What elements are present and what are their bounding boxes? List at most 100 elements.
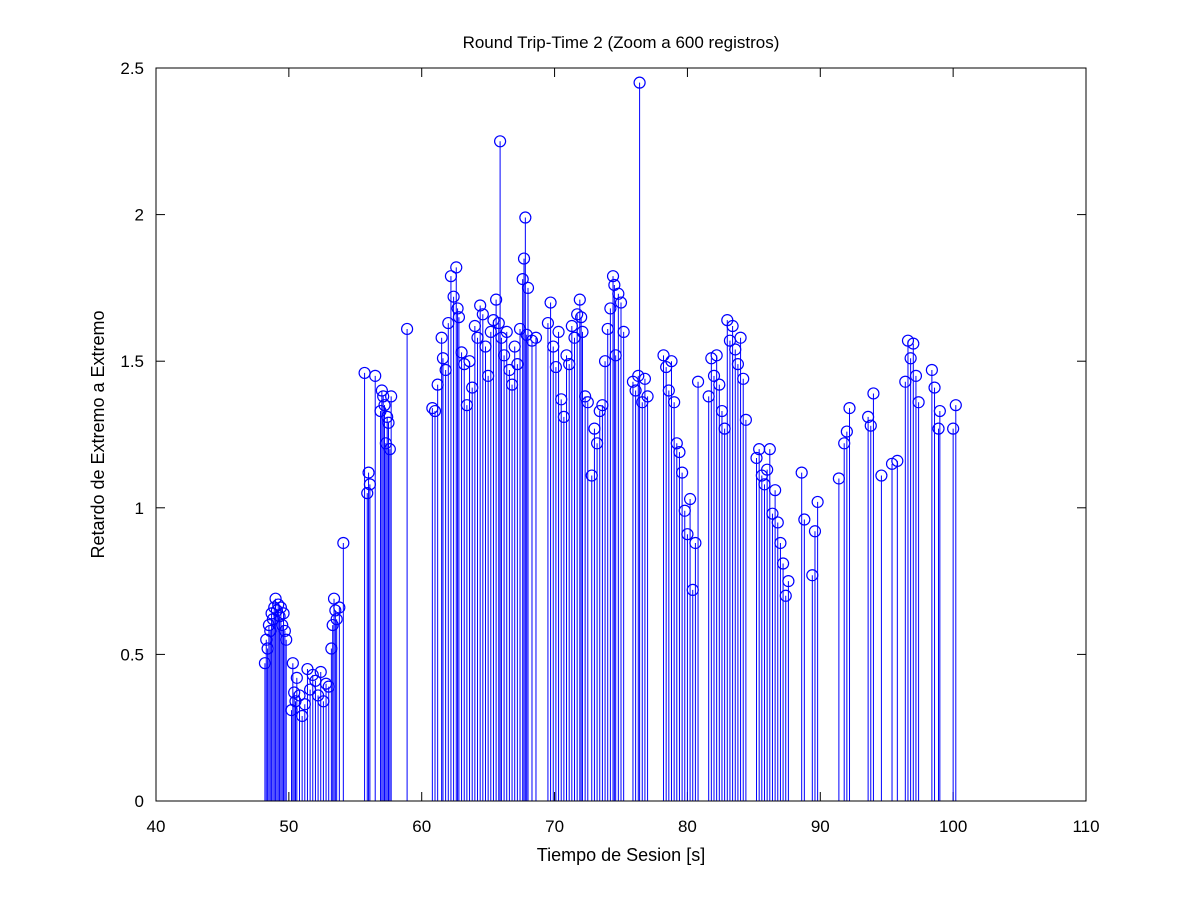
stem-marker — [665, 355, 678, 368]
stem-marker — [632, 369, 645, 382]
stem-marker — [494, 135, 507, 148]
stem-marker — [576, 325, 589, 338]
stem-marker — [455, 346, 468, 359]
stem-marker — [474, 299, 487, 312]
stem-marker — [782, 574, 795, 588]
stem-marker — [529, 331, 543, 344]
stem-marker — [932, 422, 945, 435]
stem-marker — [519, 211, 532, 224]
stem-marker — [571, 308, 584, 321]
stem-marker — [377, 390, 390, 403]
stem-marker — [691, 375, 705, 388]
stem-marker — [676, 466, 689, 479]
stem-marker — [280, 633, 293, 646]
stem-marker — [286, 657, 299, 670]
stem-marker — [710, 349, 723, 362]
stem-marker — [378, 399, 391, 412]
stem-marker — [629, 384, 642, 397]
stem-marker — [779, 589, 792, 602]
stem-marker — [314, 665, 327, 679]
stem-marker — [734, 331, 747, 344]
stem-series — [258, 76, 962, 801]
chart-title: Round Trip-Time 2 (Zoom a 600 registros) — [463, 33, 780, 52]
stem-marker — [614, 296, 628, 309]
stem-marker — [333, 601, 346, 614]
stem-marker — [269, 592, 282, 605]
stem-marker — [776, 557, 790, 570]
stem-marker — [447, 290, 460, 303]
stem-marker — [612, 287, 625, 300]
stem-marker — [689, 536, 702, 550]
stem-marker — [638, 372, 652, 385]
stem-marker — [369, 369, 382, 382]
stem-marker — [270, 604, 283, 617]
y-tick-label: 1 — [135, 499, 144, 518]
plot-frame — [155, 67, 1087, 802]
x-tick-label: 100 — [939, 817, 967, 836]
stem-marker — [864, 419, 877, 432]
stem-marker — [633, 76, 646, 89]
stem-marker — [933, 404, 946, 418]
stem-marker — [330, 613, 343, 626]
stem-marker — [662, 384, 675, 397]
stem-marker — [925, 363, 938, 377]
stem-marker — [278, 624, 291, 638]
stem-marker — [891, 454, 904, 467]
x-axis-label: Tiempo de Sesion [s] — [537, 845, 705, 865]
stem-marker — [435, 331, 448, 344]
stem-marker — [737, 372, 750, 385]
y-tick-label: 2.5 — [120, 59, 144, 78]
stem-marker — [272, 598, 285, 611]
stem-marker — [707, 369, 721, 382]
stem-marker — [517, 252, 531, 265]
x-tick-label: 60 — [412, 817, 431, 836]
stem-marker — [739, 413, 752, 426]
stem-marker — [375, 384, 388, 397]
stem-marker — [668, 396, 681, 409]
stem-marker — [731, 358, 745, 371]
stem-marker — [761, 463, 774, 476]
stem-marker — [904, 352, 917, 365]
stem-marker — [276, 618, 289, 632]
stem-marker — [581, 396, 594, 409]
stem-marker — [726, 319, 739, 333]
x-tick-label: 50 — [279, 817, 298, 836]
stem-marker — [673, 445, 686, 459]
x-tick-label: 70 — [545, 817, 564, 836]
stem-marker — [573, 293, 586, 306]
stem-marker — [811, 495, 824, 509]
stem-marker — [525, 334, 539, 347]
x-tick-label: 40 — [147, 817, 166, 836]
stem-marker — [843, 402, 856, 415]
stem-marker — [766, 507, 779, 520]
stem-marker — [327, 592, 341, 605]
stem-marker — [497, 349, 511, 362]
stem-marker — [912, 396, 925, 409]
stem-marker — [907, 337, 920, 350]
stem-marker — [947, 422, 960, 435]
stem-marker — [771, 516, 784, 529]
stem-marker — [306, 668, 319, 682]
stem-marker — [840, 425, 853, 438]
stem-marker — [808, 525, 822, 538]
stem-marker — [683, 492, 697, 506]
stem-marker — [476, 308, 489, 321]
stem-marker — [909, 369, 923, 382]
stem-marker — [713, 378, 726, 391]
stem-marker — [385, 390, 398, 403]
stem-marker — [657, 349, 670, 362]
stem-marker — [549, 360, 563, 374]
stem-marker — [361, 487, 374, 500]
stem-marker — [769, 484, 782, 497]
stem-marker — [273, 610, 286, 623]
stem-marker — [750, 451, 763, 465]
stem-marker — [544, 296, 557, 309]
stem-marker — [293, 689, 306, 702]
stem-marker — [521, 281, 535, 294]
stem-marker — [382, 416, 395, 429]
y-tick-label: 0.5 — [120, 645, 144, 664]
y-tick-label: 0 — [135, 792, 144, 811]
x-tick-label: 110 — [1072, 817, 1099, 836]
stem-marker — [274, 601, 287, 614]
